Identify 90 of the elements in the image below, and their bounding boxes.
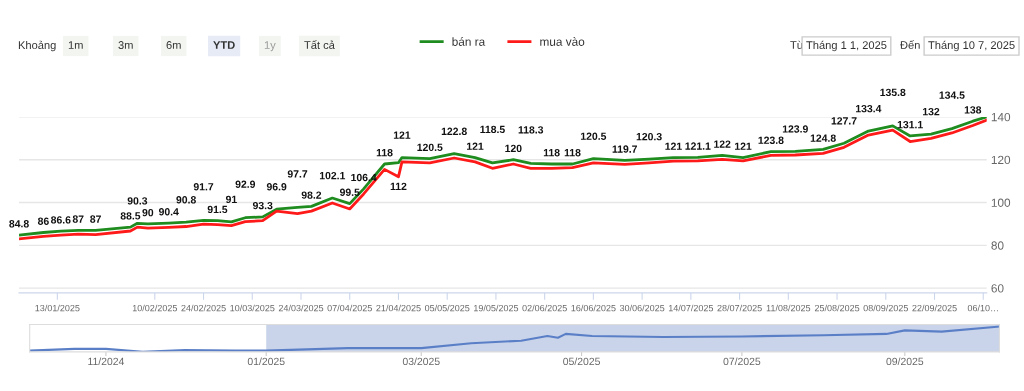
- data-label: 134.5: [939, 91, 965, 99]
- text: Tháng 10 7, 2025: [928, 40, 1015, 52]
- data-label: 102.1: [319, 171, 346, 180]
- x-tick-label: 24/03/2025: [278, 304, 324, 312]
- text: 1m: [68, 41, 83, 49]
- data-label: 88.5: [120, 212, 141, 220]
- text: Tháng 1 1, 2025: [806, 40, 887, 52]
- data-label: 119.7: [612, 145, 638, 153]
- data-label: 138: [964, 106, 982, 114]
- x-tick-label: 30/06/2025: [619, 304, 665, 312]
- text: 3m: [118, 41, 133, 49]
- text: YTD: [213, 41, 235, 49]
- data-label: 86: [37, 217, 49, 225]
- x-tick-label: 09/2025: [886, 357, 924, 366]
- data-label: 98.2: [301, 191, 322, 199]
- data-label: 99.5: [339, 188, 360, 196]
- legend-label: mua vào: [540, 37, 585, 46]
- data-label: 90.4: [158, 208, 179, 216]
- data-label: 120: [505, 144, 522, 153]
- x-tick-label: 07/04/2025: [327, 304, 372, 312]
- x-tick-label: 22/09/2025: [912, 304, 957, 312]
- data-label: 90.3: [127, 197, 148, 205]
- data-label: 91: [225, 195, 237, 204]
- data-label: 127.7: [831, 117, 857, 125]
- x-tick-label: 05/2025: [563, 357, 600, 366]
- text: 1y: [264, 41, 276, 52]
- x-tick-label: 24/02/2025: [181, 304, 226, 312]
- data-label: 112: [390, 182, 407, 190]
- data-label: 86.6: [51, 216, 71, 224]
- data-label: 93.3: [252, 201, 273, 210]
- x-tick-label: 08/09/2025: [863, 304, 908, 312]
- x-tick-label: 03/2025: [402, 357, 440, 366]
- x-tick-label: 25/08/2025: [814, 304, 860, 312]
- text: Đến: [900, 40, 920, 49]
- data-label: 118: [564, 149, 581, 157]
- data-label: 90: [142, 208, 154, 217]
- x-tick-label: 11/2024: [88, 357, 125, 366]
- text: Tất cả: [304, 40, 335, 49]
- data-label: 121: [665, 142, 682, 150]
- x-tick-label: 06/10…: [967, 304, 998, 312]
- data-label: 133.4: [856, 104, 882, 113]
- data-label: 123.9: [782, 125, 808, 133]
- x-tick-label: 10/03/2025: [230, 304, 275, 312]
- x-tick-label: 14/07/2025: [668, 304, 714, 312]
- y-tick-label: 80: [991, 241, 1004, 250]
- data-label: 97.7: [287, 170, 308, 178]
- data-label: 121: [735, 142, 752, 150]
- data-label: 118: [543, 149, 560, 157]
- data-label: 118.3: [518, 126, 544, 134]
- data-label: 91.5: [207, 205, 228, 214]
- x-tick-label: 11/08/2025: [766, 304, 811, 312]
- data-label: 84.8: [9, 220, 29, 228]
- x-tick-label: 19/05/2025: [474, 304, 519, 312]
- data-label: 91.7: [193, 183, 214, 191]
- x-tick-label: 28/07/2025: [717, 304, 762, 312]
- data-label: 122: [714, 140, 731, 148]
- data-label: 90.8: [176, 196, 196, 204]
- data-label: 118.5: [480, 125, 505, 134]
- x-tick-label: 16/06/2025: [571, 304, 616, 312]
- data-label: 87: [90, 215, 101, 223]
- y-tick-label: 140: [991, 112, 1011, 122]
- text: Khoảng: [18, 40, 56, 52]
- data-label: 120.5: [417, 143, 443, 152]
- x-tick-label: 10/02/2025: [132, 304, 178, 312]
- data-label: 120.3: [636, 132, 662, 141]
- data-label: 123.8: [758, 136, 784, 144]
- text: 6m: [166, 41, 181, 49]
- legend-label: bán ra: [452, 37, 486, 46]
- x-tick-label: 01/2025: [247, 357, 285, 366]
- data-label: 92.9: [235, 180, 256, 188]
- y-tick-label: 100: [991, 198, 1011, 207]
- data-label: 131.1: [897, 120, 923, 129]
- x-tick-label: 13/01/2025: [35, 304, 80, 312]
- data-label: 118: [376, 149, 393, 157]
- data-label: 132: [923, 107, 940, 116]
- data-label: 135.8: [880, 88, 906, 97]
- x-tick-label: 02/06/2025: [522, 304, 567, 312]
- data-label: 121.1: [685, 142, 711, 150]
- data-label: 124.8: [810, 134, 836, 142]
- data-label: 121: [467, 142, 484, 150]
- y-tick-label: 60: [991, 284, 1004, 293]
- data-label: 96.9: [266, 183, 287, 191]
- x-tick-label: 07/2025: [723, 357, 761, 366]
- data-label: 87: [72, 215, 84, 223]
- data-label: 122.8: [441, 127, 467, 135]
- x-tick-label: 21/04/2025: [376, 304, 421, 312]
- x-tick-label: 05/05/2025: [424, 304, 470, 312]
- y-tick-label: 120: [991, 155, 1011, 165]
- data-label: 121: [393, 131, 411, 139]
- data-label: 120.5: [581, 132, 607, 140]
